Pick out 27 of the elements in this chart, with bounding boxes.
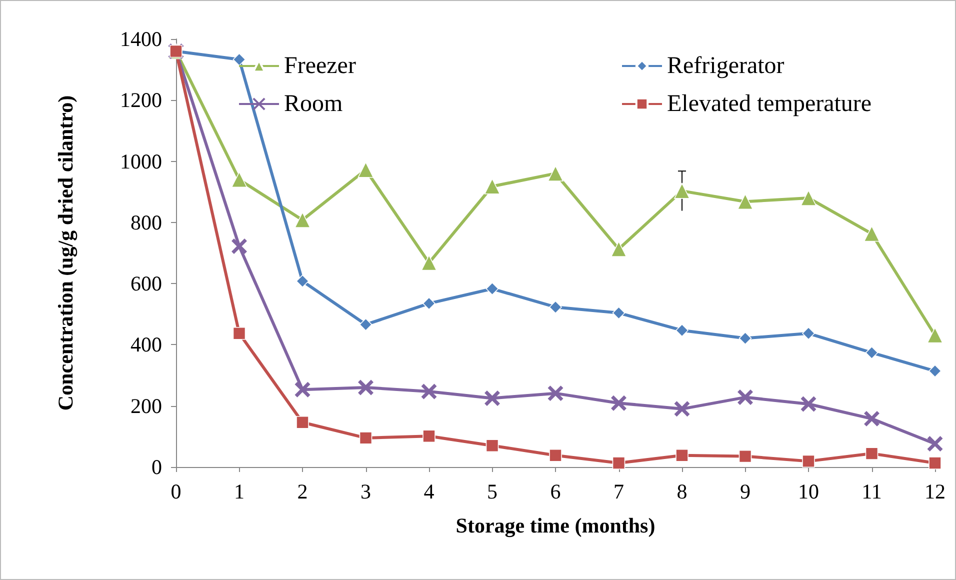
x-tick-label: 5 [487,480,498,504]
x-tick-label: 11 [862,480,882,504]
legend-label: Freezer [284,53,356,79]
y-axis-title: Concentration (ug/g dried cilantro) [54,95,78,411]
x-tick-label: 6 [550,480,561,504]
x-tick-label: 0 [170,480,182,504]
y-tick-label: 600 [130,272,162,296]
x-tick-label: 1 [234,480,244,504]
x-tick-label: 7 [614,480,624,504]
x-tick-label: 12 [924,480,946,504]
x-tick-label: 8 [676,480,688,504]
y-tick-label: 1000 [120,149,162,174]
x-tick-label: 4 [424,480,435,504]
x-tick-label: 3 [360,480,371,504]
x-tick-label: 9 [740,480,750,504]
y-tick-label: 1400 [120,27,162,51]
y-tick-label: 800 [130,210,162,234]
y-tick-label: 1200 [120,88,162,112]
x-tick-label: 10 [798,480,819,504]
x-axis-title: Storage time (months) [456,514,656,538]
y-tick-label: 0 [152,455,162,479]
y-tick-label: 400 [130,332,162,357]
legend-label: Elevated temperature [667,91,872,117]
x-tick-label: 2 [297,480,308,504]
y-tick-label: 200 [130,394,162,418]
legend-label: Room [284,91,344,117]
legend-label: Refrigerator [667,53,784,79]
